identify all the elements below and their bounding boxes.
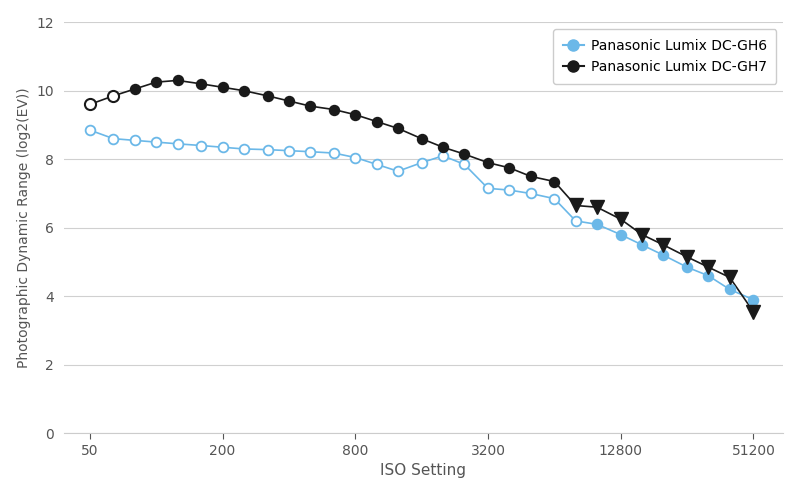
Y-axis label: Photographic Dynamic Range (log2(EV)): Photographic Dynamic Range (log2(EV)) xyxy=(17,88,30,368)
X-axis label: ISO Setting: ISO Setting xyxy=(381,463,466,478)
Legend: Panasonic Lumix DC-GH6, Panasonic Lumix DC-GH7: Panasonic Lumix DC-GH6, Panasonic Lumix … xyxy=(553,29,776,84)
